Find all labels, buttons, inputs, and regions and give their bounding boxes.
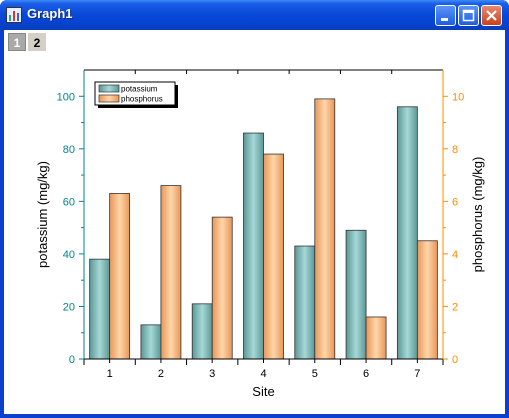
x-axis-title: Site	[252, 384, 274, 399]
maximize-button[interactable]	[458, 5, 479, 26]
left-tick-label: 100	[57, 91, 75, 103]
bar-potassium-site-7	[396, 106, 418, 360]
bar-phosphorus-site-1	[109, 193, 131, 360]
bar-potassium-site-5	[294, 245, 316, 360]
bar-phosphorus-site-6	[365, 316, 387, 360]
window-title: Graph1	[27, 6, 73, 21]
close-icon	[486, 10, 497, 21]
layer-tab-1[interactable]: 1	[8, 33, 26, 51]
legend-swatch-potassium	[98, 84, 120, 93]
bar-potassium-site-6	[345, 229, 367, 360]
x-tick-label: 6	[363, 368, 369, 380]
left-tick-label: 20	[63, 301, 75, 313]
legend-label-potassium: potassium	[121, 85, 158, 94]
bar-phosphorus-site-2	[160, 185, 182, 360]
bar-potassium-site-4	[243, 132, 264, 360]
close-button[interactable]	[481, 5, 502, 26]
left-tick-label: 40	[63, 249, 75, 261]
minimize-button[interactable]	[435, 5, 456, 26]
x-tick-label: 2	[158, 368, 164, 380]
left-tick-label: 80	[63, 144, 75, 156]
legend-label-phosphorus: phosphorus	[121, 95, 163, 104]
left-axis-title: potassium (mg/kg)	[35, 161, 50, 268]
bar-phosphorus-site-7	[416, 240, 438, 360]
x-tick-label: 1	[107, 368, 113, 380]
right-tick-label: 4	[452, 249, 458, 261]
bar-potassium-site-2	[140, 324, 162, 360]
left-tick-label: 0	[69, 354, 75, 366]
bar-potassium-site-1	[89, 258, 111, 360]
bar-phosphorus-site-4	[263, 153, 284, 360]
minimize-icon	[441, 18, 448, 21]
right-tick-label: 6	[452, 196, 458, 208]
left-tick-label: 60	[63, 196, 75, 208]
x-tick-label: 4	[260, 368, 266, 380]
legend-swatch-phosphorus	[98, 94, 120, 103]
right-tick-label: 8	[452, 144, 458, 156]
bar-phosphorus-site-3	[211, 216, 233, 360]
right-tick-label: 0	[452, 354, 458, 366]
right-tick-label: 10	[452, 91, 464, 103]
right-axis-title: phosphorus (mg/kg)	[470, 157, 485, 273]
x-tick-label: 7	[414, 368, 420, 380]
x-tick-label: 3	[209, 368, 215, 380]
layer-tab-2[interactable]: 2	[28, 33, 46, 51]
title-bar[interactable]: Graph1	[0, 0, 509, 30]
maximize-icon	[462, 9, 475, 22]
bar-phosphorus-site-5	[314, 98, 336, 360]
graph-window-icon[interactable]	[6, 7, 22, 23]
bar-potassium-site-3	[191, 303, 213, 360]
right-tick-label: 2	[452, 301, 458, 313]
x-tick-label: 5	[312, 368, 318, 380]
